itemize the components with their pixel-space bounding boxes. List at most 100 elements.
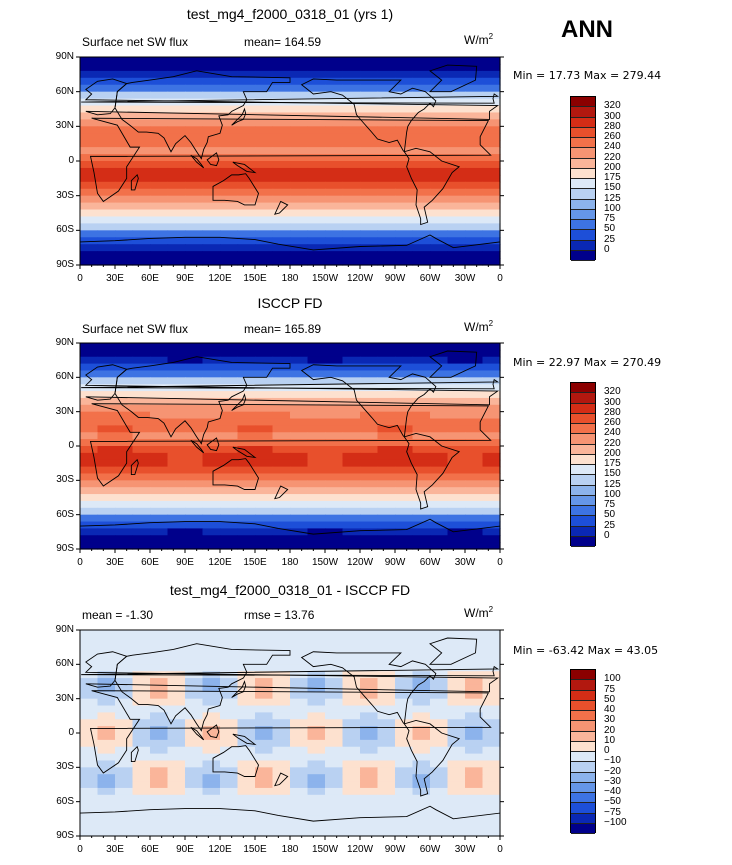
map-cell xyxy=(97,528,116,536)
map-cell xyxy=(307,650,326,659)
map-cell xyxy=(447,370,466,378)
map-cell xyxy=(447,105,466,114)
map-cell xyxy=(377,140,396,148)
map-cell xyxy=(80,452,99,461)
map-cell xyxy=(465,237,484,245)
map-cell xyxy=(395,404,414,413)
map-cell xyxy=(482,397,501,406)
colorbar-cell xyxy=(571,240,595,251)
map-cell xyxy=(132,787,151,796)
map-cell xyxy=(255,411,274,420)
map-cell xyxy=(167,167,186,176)
map-cell xyxy=(167,223,186,231)
map-cell xyxy=(412,446,431,454)
x-tick-label: 60E xyxy=(141,844,159,855)
map-cell xyxy=(412,829,431,837)
map-cell xyxy=(307,432,326,440)
colorbar-cell xyxy=(571,803,595,814)
map-cell xyxy=(132,230,151,238)
map-cell xyxy=(430,418,449,426)
map-cell xyxy=(132,719,151,727)
map-cell xyxy=(202,57,221,65)
map-cell xyxy=(307,664,326,672)
map-cell xyxy=(482,822,501,830)
map-cell xyxy=(115,411,134,420)
y-tick-label: 30S xyxy=(56,474,74,486)
map-cell xyxy=(290,84,309,93)
map-cell xyxy=(482,70,501,79)
map-cell xyxy=(80,664,99,672)
map-cell xyxy=(360,216,379,224)
map-cell xyxy=(290,154,309,162)
y-tick-label: 90S xyxy=(56,543,74,554)
map-cell xyxy=(202,466,221,475)
colorbar-2 xyxy=(570,382,596,547)
x-tick-label: 150W xyxy=(311,844,339,855)
map-cell xyxy=(395,237,414,245)
map-cell xyxy=(325,343,344,351)
colorbar-cell xyxy=(571,793,595,804)
map-cell xyxy=(202,202,221,211)
map-cell xyxy=(412,98,431,107)
map-cell xyxy=(150,528,169,536)
map-cell xyxy=(132,698,151,707)
map-cell xyxy=(202,397,221,406)
map-cell xyxy=(482,726,501,734)
map-cell xyxy=(307,244,326,252)
map-cell xyxy=(237,343,256,351)
map-cell xyxy=(482,202,501,211)
map-cell xyxy=(430,384,449,392)
map-cell xyxy=(360,781,379,789)
map-cell xyxy=(447,84,466,93)
map-cell xyxy=(272,767,291,775)
map-cell xyxy=(430,684,449,693)
map-cell xyxy=(325,258,344,266)
map-cell xyxy=(115,363,134,372)
map-cell xyxy=(150,650,169,659)
map-cell xyxy=(465,452,484,461)
map-cell xyxy=(167,230,186,238)
map-cell xyxy=(272,181,291,190)
map-cell xyxy=(80,223,99,231)
map-cell xyxy=(237,432,256,440)
map-cell xyxy=(395,84,414,93)
map-cell xyxy=(150,753,169,762)
map-cell xyxy=(272,829,291,837)
map-cell xyxy=(412,712,431,720)
map-cell xyxy=(465,397,484,406)
map-cell xyxy=(412,698,431,707)
map-cell xyxy=(115,535,134,543)
map-cell xyxy=(447,452,466,461)
map-cell xyxy=(342,678,361,686)
map-cell xyxy=(202,829,221,837)
map-cell xyxy=(237,746,256,755)
map-cell xyxy=(290,363,309,372)
map-cell xyxy=(150,356,169,365)
map-cell xyxy=(342,105,361,114)
map-cell xyxy=(412,494,431,502)
map-cell xyxy=(272,528,291,536)
map-cell xyxy=(150,829,169,837)
y-tick-label: 30S xyxy=(56,189,74,201)
map-cell xyxy=(325,126,344,134)
map-cell xyxy=(465,425,484,433)
map-cell xyxy=(447,698,466,707)
map-cell xyxy=(80,370,99,378)
map-cell xyxy=(237,133,256,141)
map-cell xyxy=(290,480,309,488)
colorbar-cell xyxy=(571,516,595,527)
coastline-0 xyxy=(89,690,492,774)
panel-2-units: W/m2 xyxy=(464,319,494,334)
x-tick-label: 90W xyxy=(384,844,406,855)
colorbar-label: 300 xyxy=(604,110,621,122)
map-cell xyxy=(220,760,239,768)
map-cell xyxy=(412,57,431,65)
map-cell xyxy=(395,181,414,190)
map-cell xyxy=(377,57,396,65)
map-cell xyxy=(360,500,379,509)
map-cell xyxy=(465,678,484,686)
map-cell xyxy=(307,657,326,665)
map-cell xyxy=(80,202,99,211)
map-cell xyxy=(482,167,501,176)
map-cell xyxy=(185,480,204,488)
